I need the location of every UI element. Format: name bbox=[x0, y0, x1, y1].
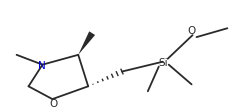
Text: N: N bbox=[38, 61, 45, 71]
Text: O: O bbox=[49, 99, 58, 109]
Polygon shape bbox=[78, 31, 95, 55]
Text: Si: Si bbox=[158, 58, 168, 68]
Text: O: O bbox=[188, 26, 196, 36]
